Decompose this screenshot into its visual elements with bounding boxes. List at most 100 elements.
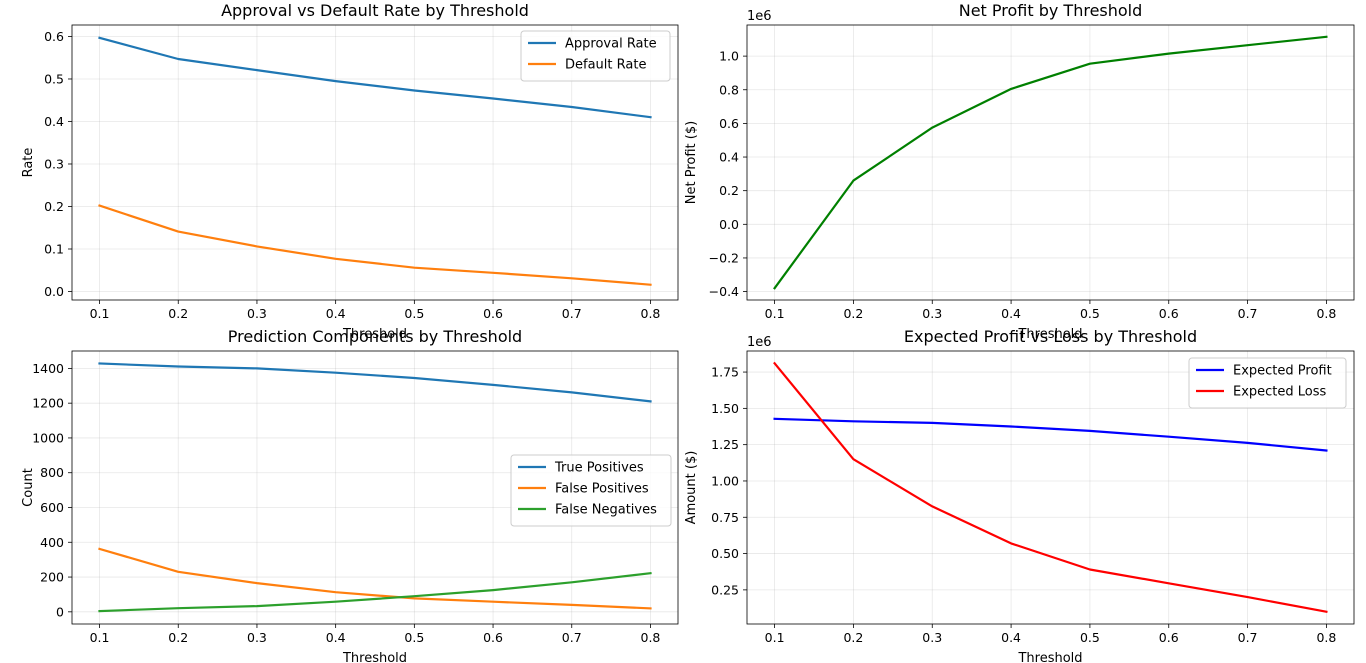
- axes-frame: [71, 350, 679, 625]
- y-tick-label: 0.5: [44, 71, 64, 86]
- x-tick-label: 0.3: [247, 630, 267, 645]
- y-tick-label: 0.1: [44, 241, 64, 256]
- x-tick-label: 0.5: [404, 306, 424, 321]
- y-axis-label: Amount ($): [684, 451, 699, 525]
- x-tick-label: 0.2: [843, 306, 863, 321]
- y-tick-label: 0.6: [44, 29, 64, 44]
- legend-box: [520, 30, 671, 82]
- series-line-expected-loss: [773, 361, 1328, 613]
- legend-label-false-negatives: False Negatives: [555, 503, 657, 518]
- x-tick-label: 0.5: [1080, 630, 1100, 645]
- legend-box: [510, 454, 672, 527]
- legend-label-default-rate: Default Rate: [565, 58, 646, 73]
- y-tick-label: 0.25: [711, 582, 739, 597]
- x-tick-label: 0.5: [404, 630, 424, 645]
- legend-box: [1188, 357, 1347, 409]
- y-tick-label: −0.2: [709, 250, 739, 265]
- axis-offset-label: 1e6: [747, 9, 772, 24]
- axis-offset-label: 1e6: [747, 335, 772, 350]
- y-axis-label: Net Profit ($): [684, 121, 699, 204]
- x-tick-label: 0.4: [326, 630, 346, 645]
- x-tick-label: 0.8: [641, 306, 661, 321]
- legend-label-false-positives: False Positives: [555, 482, 649, 497]
- legend-label-expected-profit: Expected Profit: [1233, 364, 1332, 379]
- x-tick-label: 0.7: [1238, 630, 1258, 645]
- axes-frame: [746, 24, 1355, 301]
- y-tick-label: 1.50: [711, 401, 739, 416]
- x-tick-label: 0.5: [1080, 306, 1100, 321]
- x-tick-label: 0.6: [483, 630, 503, 645]
- x-tick-label: 0.3: [922, 630, 942, 645]
- series-line-expected-profit: [773, 417, 1328, 452]
- y-axis-label: Rate: [21, 148, 36, 178]
- series-line-false-positives: [98, 547, 652, 610]
- y-tick-label: 1.00: [711, 473, 739, 488]
- x-axis-label: Threshold: [342, 327, 407, 342]
- legend: Approval Rate Default Rate: [520, 30, 671, 82]
- x-tick-label: 0.7: [562, 630, 582, 645]
- y-tick-label: 0.2: [44, 199, 64, 214]
- x-tick-label: 0.1: [765, 306, 785, 321]
- x-tick-label: 0.6: [1159, 306, 1179, 321]
- x-tick-label: 0.6: [1159, 630, 1179, 645]
- x-tick-label: 0.1: [90, 306, 110, 321]
- x-tick-label: 0.1: [765, 630, 785, 645]
- gridlines: [747, 351, 1354, 624]
- x-axis-label: Threshold: [342, 651, 407, 663]
- chart-title: Approval vs Default Rate by Threshold: [221, 1, 529, 20]
- x-tick-label: 0.3: [247, 306, 267, 321]
- legend-label-expected-loss: Expected Loss: [1233, 385, 1327, 400]
- y-tick-label: 0.4: [44, 114, 64, 129]
- y-tick-label: 0.50: [711, 546, 739, 561]
- y-tick-label: 400: [40, 535, 64, 550]
- x-tick-label: 0.7: [562, 306, 582, 321]
- y-tick-label: 0.0: [719, 217, 739, 232]
- y-tick-label: 0.8: [719, 82, 739, 97]
- chart-title: Prediction Components by Threshold: [228, 327, 522, 346]
- chart-panel-3: 0.1 0.2 0.3 0.4 0.5 0.6 0.7 0.8 0 200 400 600 800 100…: [21, 327, 679, 663]
- x-tick-label: 0.8: [1316, 630, 1336, 645]
- y-tick-label: 1200: [32, 396, 64, 411]
- chart-panel-4: 0.1 0.2 0.3 0.4 0.5 0.6 0.7 0.8 0.25 0.50 0.75 1.00…: [684, 327, 1355, 663]
- x-tick-label: 0.3: [922, 306, 942, 321]
- series-line-false-negatives: [98, 571, 652, 613]
- chart-panel-2: 0.1 0.2 0.3 0.4 0.5 0.6 0.7 0.8 −0.4 −0.2 0.0 0.2 0.…: [684, 1, 1355, 342]
- series-line-true-positives: [98, 362, 652, 403]
- axes-frame: [71, 24, 679, 301]
- y-tick-label: 0.2: [719, 183, 739, 198]
- x-axis-label: Threshold: [1017, 651, 1082, 663]
- y-tick-label: 0.75: [711, 510, 739, 525]
- y-tick-label: 0: [56, 604, 64, 619]
- x-tick-label: 0.4: [326, 306, 346, 321]
- y-tick-label: 0.0: [44, 284, 64, 299]
- chart-title: Net Profit by Threshold: [959, 1, 1143, 20]
- x-tick-label: 0.2: [168, 630, 188, 645]
- x-tick-label: 0.8: [1316, 306, 1336, 321]
- series-line-1: [773, 35, 1328, 290]
- x-tick-label: 0.2: [843, 630, 863, 645]
- x-tick-label: 0.2: [168, 306, 188, 321]
- y-tick-label: 1.75: [711, 365, 739, 380]
- legend-label-true-positives: True Positives: [554, 461, 644, 476]
- series-line-approval-rate: [98, 36, 652, 119]
- y-tick-label: 1.0: [719, 49, 739, 64]
- x-tick-label: 0.7: [1238, 306, 1258, 321]
- axes-frame: [746, 350, 1355, 625]
- legend: True Positives False Positives False Negat…: [510, 454, 672, 527]
- y-axis-label: Count: [21, 468, 36, 507]
- x-tick-label: 0.6: [483, 306, 503, 321]
- gridlines: [747, 25, 1354, 300]
- x-tick-label: 0.8: [641, 630, 661, 645]
- y-tick-label: 600: [40, 500, 64, 515]
- gridlines: [72, 351, 678, 624]
- x-tick-label: 0.4: [1001, 306, 1021, 321]
- chart-panel-1: 0.1 0.2 0.3 0.4 0.5 0.6 0.7 0.8 0.0 0.1 0.2 0.3 0.4 0…: [21, 1, 679, 342]
- chart-title: Expected Profit vs Loss by Threshold: [904, 327, 1197, 346]
- y-tick-label: 0.6: [719, 116, 739, 131]
- y-tick-label: 0.3: [44, 156, 64, 171]
- series-line-default-rate: [98, 204, 652, 286]
- y-tick-label: 200: [40, 570, 64, 585]
- y-tick-label: −0.4: [709, 284, 739, 299]
- x-tick-label: 0.1: [90, 630, 110, 645]
